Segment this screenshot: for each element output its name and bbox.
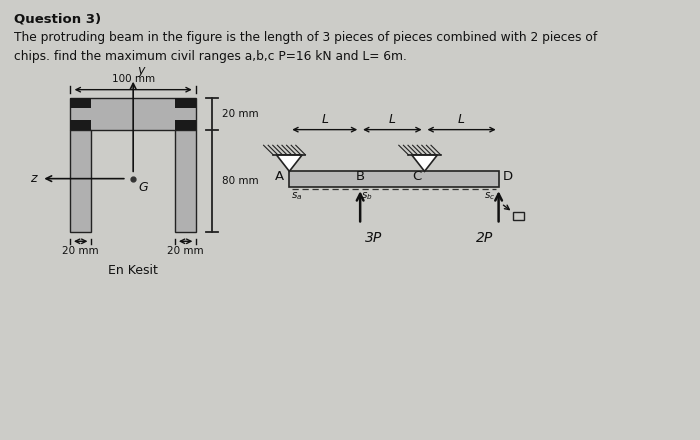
Text: 20 mm: 20 mm bbox=[167, 246, 204, 256]
Text: D: D bbox=[503, 169, 512, 183]
Text: $\mathit{s}_{a}$: $\mathit{s}_{a}$ bbox=[291, 190, 302, 202]
Text: B: B bbox=[356, 169, 365, 183]
Text: 2P: 2P bbox=[476, 231, 494, 245]
Text: $L$: $L$ bbox=[389, 113, 396, 126]
Text: The protruding beam in the figure is the length of 3 pieces of pieces combined w: The protruding beam in the figure is the… bbox=[15, 31, 598, 63]
Text: 80 mm: 80 mm bbox=[223, 176, 259, 186]
Text: Question 3): Question 3) bbox=[15, 12, 101, 26]
Bar bbox=[71, 99, 91, 108]
Bar bbox=[71, 99, 196, 130]
Text: 3P: 3P bbox=[365, 231, 383, 245]
Polygon shape bbox=[276, 155, 302, 171]
Text: $\mathit{s}_{b}$: $\mathit{s}_{b}$ bbox=[361, 190, 373, 202]
Bar bbox=[176, 120, 196, 130]
Text: C: C bbox=[413, 169, 422, 183]
Text: $L$: $L$ bbox=[458, 113, 466, 126]
Bar bbox=[176, 99, 196, 108]
Text: 100 mm: 100 mm bbox=[111, 74, 155, 84]
Bar bbox=[289, 171, 498, 187]
Bar bbox=[176, 130, 196, 232]
Text: z: z bbox=[30, 172, 37, 185]
Text: G: G bbox=[139, 181, 148, 194]
Text: A: A bbox=[275, 169, 284, 183]
Bar bbox=[513, 212, 524, 220]
Text: $\mathit{s}_{c}$: $\mathit{s}_{c}$ bbox=[484, 190, 496, 202]
Text: $L$: $L$ bbox=[321, 113, 329, 126]
Text: 20 mm: 20 mm bbox=[62, 246, 99, 256]
Polygon shape bbox=[412, 155, 438, 171]
Text: 20 mm: 20 mm bbox=[223, 109, 259, 119]
Text: En Kesit: En Kesit bbox=[108, 264, 158, 277]
Bar bbox=[71, 120, 91, 130]
Text: y: y bbox=[137, 64, 144, 77]
Bar bbox=[71, 130, 91, 232]
